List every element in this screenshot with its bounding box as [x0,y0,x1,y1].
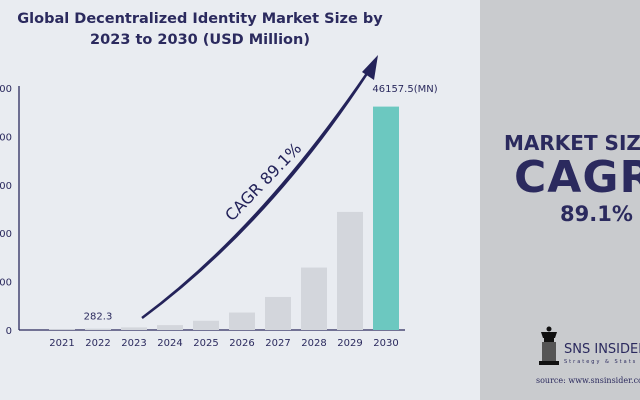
bar-2023 [121,327,147,330]
brand-name: SNS INSIDER [564,342,640,357]
bar-2026 [229,312,255,330]
x-tick-label: 2028 [301,338,326,349]
bar-chart: 0 10000 20000 30000 40000 50000 2021 2022 282.3 2… [0,55,438,349]
x-tick-label: 2023 [121,338,146,349]
bar-2024 [157,325,183,330]
x-tick-label: 2026 [229,338,254,349]
y-tick-label: 50000 [0,84,12,95]
chart-panel: Global Decentralized Identity Market Siz… [0,11,438,349]
arrow-head-icon [362,55,378,80]
chart-title: Global Decentralized Identity Market Siz… [17,11,383,48]
bar-2027 [265,296,291,330]
x-tick-label: 2030 [373,338,398,349]
x-tick-label: 2027 [265,338,290,349]
cagr-heading: CAGR [514,152,640,203]
bar-2029 [337,211,363,330]
x-tick-label: 2021 [49,338,74,349]
cagr-value: 89.1% [560,202,633,226]
y-tick-label: 0 [6,326,12,337]
x-tick-label: 2029 [337,338,362,349]
x-tick-label: 2022 [85,338,110,349]
bar-2022 [85,328,111,330]
y-tick-label: 20000 [0,229,12,240]
bar-2028 [301,267,327,330]
market-size-heading: MARKET SIZE [504,131,640,155]
y-tick-label: 40000 [0,132,12,143]
summary-panel: MARKET SIZE CAGR 89.1% SNS INSIDER Strat… [480,0,640,400]
x-tick-label: 2025 [193,338,218,349]
brand-tagline: Strategy & Stats [564,359,638,365]
chess-rook-logo-icon [539,326,559,365]
data-label-2030: 46157.5(MN) [372,84,437,95]
data-label-2022: 282.3 [84,312,113,323]
x-tick-label: 2024 [157,338,182,349]
bar-2021 [49,329,75,330]
bar-2025 [193,320,219,330]
cagr-annotation: CAGR 89.1% [221,139,305,225]
y-tick-label: 10000 [0,278,12,289]
source-text: source: www.snsinsider.com [536,376,640,385]
y-tick-label: 30000 [0,181,12,192]
bar-2030 [373,106,399,330]
